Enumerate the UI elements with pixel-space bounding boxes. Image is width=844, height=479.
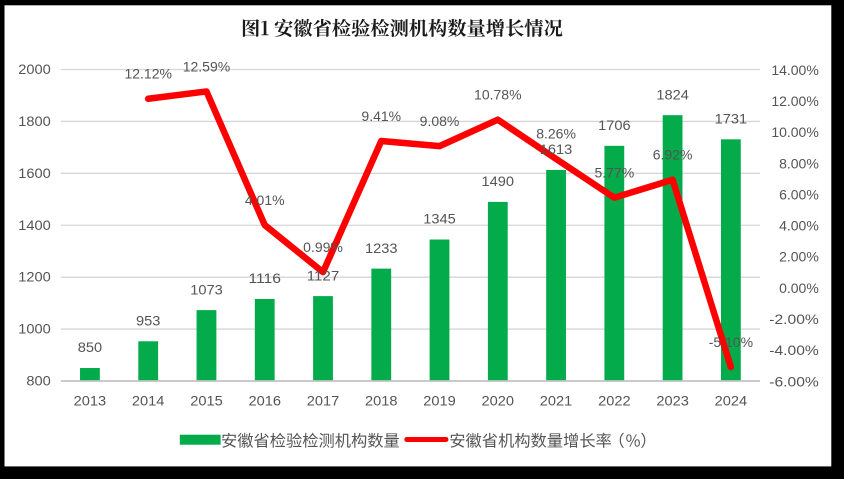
svg-text:12.12%: 12.12% — [124, 66, 171, 82]
svg-text:1073: 1073 — [190, 281, 223, 297]
svg-text:2016: 2016 — [248, 393, 281, 409]
svg-text:-6.00%: -6.00% — [769, 373, 819, 389]
svg-text:2020: 2020 — [482, 393, 515, 409]
svg-text:-2.00%: -2.00% — [769, 311, 819, 327]
svg-text:-4.00%: -4.00% — [769, 342, 819, 358]
svg-text:1000: 1000 — [18, 321, 51, 337]
svg-text:2015: 2015 — [190, 393, 223, 409]
svg-text:2013: 2013 — [74, 393, 107, 409]
svg-text:0.00%: 0.00% — [779, 280, 819, 296]
svg-text:14.00%: 14.00% — [771, 62, 818, 78]
svg-text:1345: 1345 — [423, 211, 456, 227]
svg-text:1706: 1706 — [598, 117, 631, 133]
svg-text:8.00%: 8.00% — [779, 155, 819, 171]
svg-text:12.00%: 12.00% — [771, 93, 818, 109]
svg-text:1800: 1800 — [18, 113, 51, 129]
svg-text:6.00%: 6.00% — [779, 186, 819, 202]
svg-text:12.59%: 12.59% — [183, 58, 230, 74]
svg-text:1127: 1127 — [307, 267, 340, 283]
svg-text:1731: 1731 — [715, 111, 748, 127]
svg-text:8.26%: 8.26% — [536, 126, 576, 142]
svg-text:9.08%: 9.08% — [420, 113, 460, 129]
svg-text:0.99%: 0.99% — [303, 239, 343, 255]
svg-text:2022: 2022 — [598, 393, 631, 409]
svg-text:2021: 2021 — [540, 393, 573, 409]
svg-text:1824: 1824 — [656, 86, 689, 102]
svg-text:1600: 1600 — [18, 165, 51, 181]
svg-text:953: 953 — [136, 312, 161, 328]
svg-text:-5.10%: -5.10% — [709, 334, 753, 350]
svg-text:1400: 1400 — [18, 217, 51, 233]
svg-text:10.00%: 10.00% — [771, 124, 818, 140]
svg-text:10.78%: 10.78% — [474, 86, 521, 102]
svg-text:1490: 1490 — [482, 173, 515, 189]
svg-text:2014: 2014 — [132, 393, 165, 409]
svg-text:2024: 2024 — [715, 393, 748, 409]
svg-text:6.92%: 6.92% — [653, 147, 693, 163]
svg-text:1613: 1613 — [540, 141, 573, 157]
svg-text:850: 850 — [78, 339, 103, 355]
svg-text:5.77%: 5.77% — [594, 164, 634, 180]
svg-text:4.00%: 4.00% — [779, 218, 819, 234]
svg-text:2.00%: 2.00% — [779, 249, 819, 265]
svg-text:1116: 1116 — [248, 270, 281, 286]
svg-text:1233: 1233 — [365, 240, 398, 256]
svg-text:2019: 2019 — [423, 393, 456, 409]
svg-text:800: 800 — [26, 373, 51, 389]
svg-text:2023: 2023 — [656, 393, 689, 409]
svg-text:2018: 2018 — [365, 393, 398, 409]
svg-text:9.41%: 9.41% — [361, 108, 401, 124]
svg-text:2000: 2000 — [18, 61, 51, 77]
svg-text:4.01%: 4.01% — [245, 192, 285, 208]
svg-text:2017: 2017 — [307, 393, 340, 409]
svg-text:1200: 1200 — [18, 269, 51, 285]
